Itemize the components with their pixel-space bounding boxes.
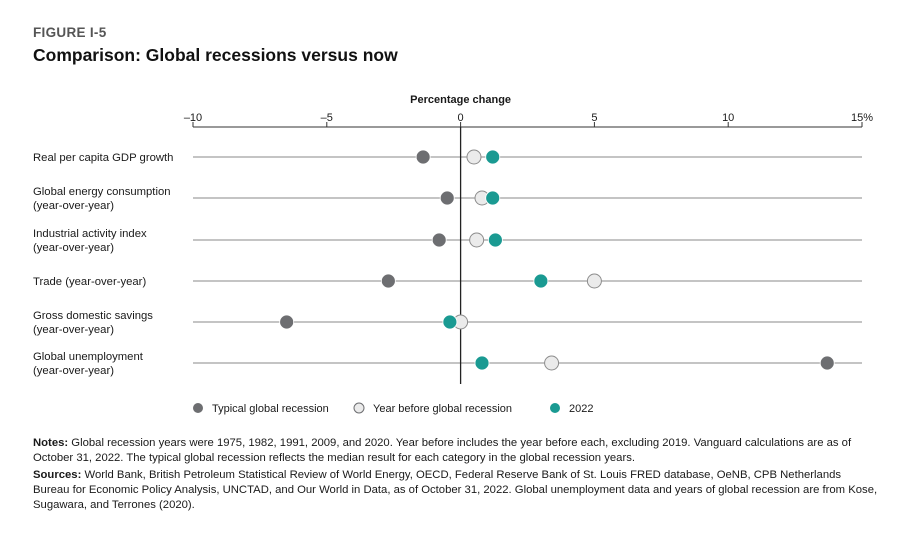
data-point-typical-global-recession: [415, 149, 431, 165]
category-label: Real per capita GDP growth: [33, 152, 173, 164]
notes-block: Notes: Global recession years were 1975,…: [33, 436, 878, 515]
category-label: Industrial activity index (year-over-year…: [33, 228, 147, 254]
legend-marker: [550, 403, 560, 413]
axis-title: Percentage change: [410, 94, 511, 106]
data-point-typical-global-recession: [380, 273, 396, 289]
category-label: Global energy consumption (year-over-year…: [33, 186, 171, 212]
x-tick-label: 15%: [851, 112, 873, 124]
data-point-2022: [474, 355, 490, 371]
legend-label: Year before global recession: [373, 403, 512, 415]
category-label-line: (year-over-year): [33, 365, 114, 377]
category-label-line: (year-over-year): [33, 324, 114, 336]
figure-title: Comparison: Global recessions versus now: [33, 45, 398, 65]
category-label: Global unemployment (year-over-year): [33, 351, 144, 377]
x-tick-label: 10: [722, 112, 734, 124]
category-label-line: Real per capita GDP growth: [33, 152, 173, 164]
data-point-2022: [485, 190, 501, 206]
data-point-2022: [485, 149, 501, 165]
data-point-2022: [487, 232, 503, 248]
notes-label: Notes:: [33, 437, 69, 449]
category-label: Trade (year-over-year): [33, 276, 146, 288]
data-point-typical-global-recession: [279, 314, 295, 330]
data-point-typical-global-recession: [431, 232, 447, 248]
category-label-line: Global energy consumption: [33, 186, 171, 198]
data-point-2022: [533, 273, 549, 289]
x-tick-label: 5: [591, 112, 597, 124]
data-point-year-before-global-recession: [544, 355, 560, 371]
sources-label: Sources:: [33, 469, 82, 481]
dot-plot-chart: Percentage change –10 –5 0 5 10 15% Real per ca…: [33, 94, 873, 415]
category-label-line: Trade (year-over-year): [33, 276, 146, 288]
notes-paragraph: Notes: Global recession years were 1975,…: [33, 436, 878, 466]
category-label-line: Global unemployment: [33, 351, 144, 363]
sources-paragraph: Sources: World Bank, British Petroleum S…: [33, 468, 878, 513]
x-tick-label: –5: [321, 112, 333, 124]
category-label-line: (year-over-year): [33, 242, 114, 254]
x-tick-label: –10: [184, 112, 202, 124]
category-label-line: Gross domestic savings: [33, 310, 153, 322]
data-point-year-before-global-recession: [586, 273, 602, 289]
data-point-typical-global-recession: [819, 355, 835, 371]
legend-label: 2022: [569, 403, 593, 415]
category-label-line: (year-over-year): [33, 200, 114, 212]
sources-text: World Bank, British Petroleum Statistica…: [33, 469, 878, 511]
data-point-typical-global-recession: [439, 190, 455, 206]
legend-marker: [353, 402, 365, 414]
data-point-year-before-global-recession: [466, 149, 482, 165]
figure-label: FIGURE I-5: [33, 25, 107, 40]
data-point-year-before-global-recession: [469, 232, 485, 248]
legend-label: Typical global recession: [212, 403, 329, 415]
x-tick-label: 0: [458, 112, 464, 124]
category-label: Gross domestic savings (year-over-year): [33, 310, 153, 336]
category-label-line: Industrial activity index: [33, 228, 147, 240]
legend-marker: [193, 403, 203, 413]
data-point-2022: [442, 314, 458, 330]
notes-text: Global recession years were 1975, 1982, …: [33, 437, 852, 464]
